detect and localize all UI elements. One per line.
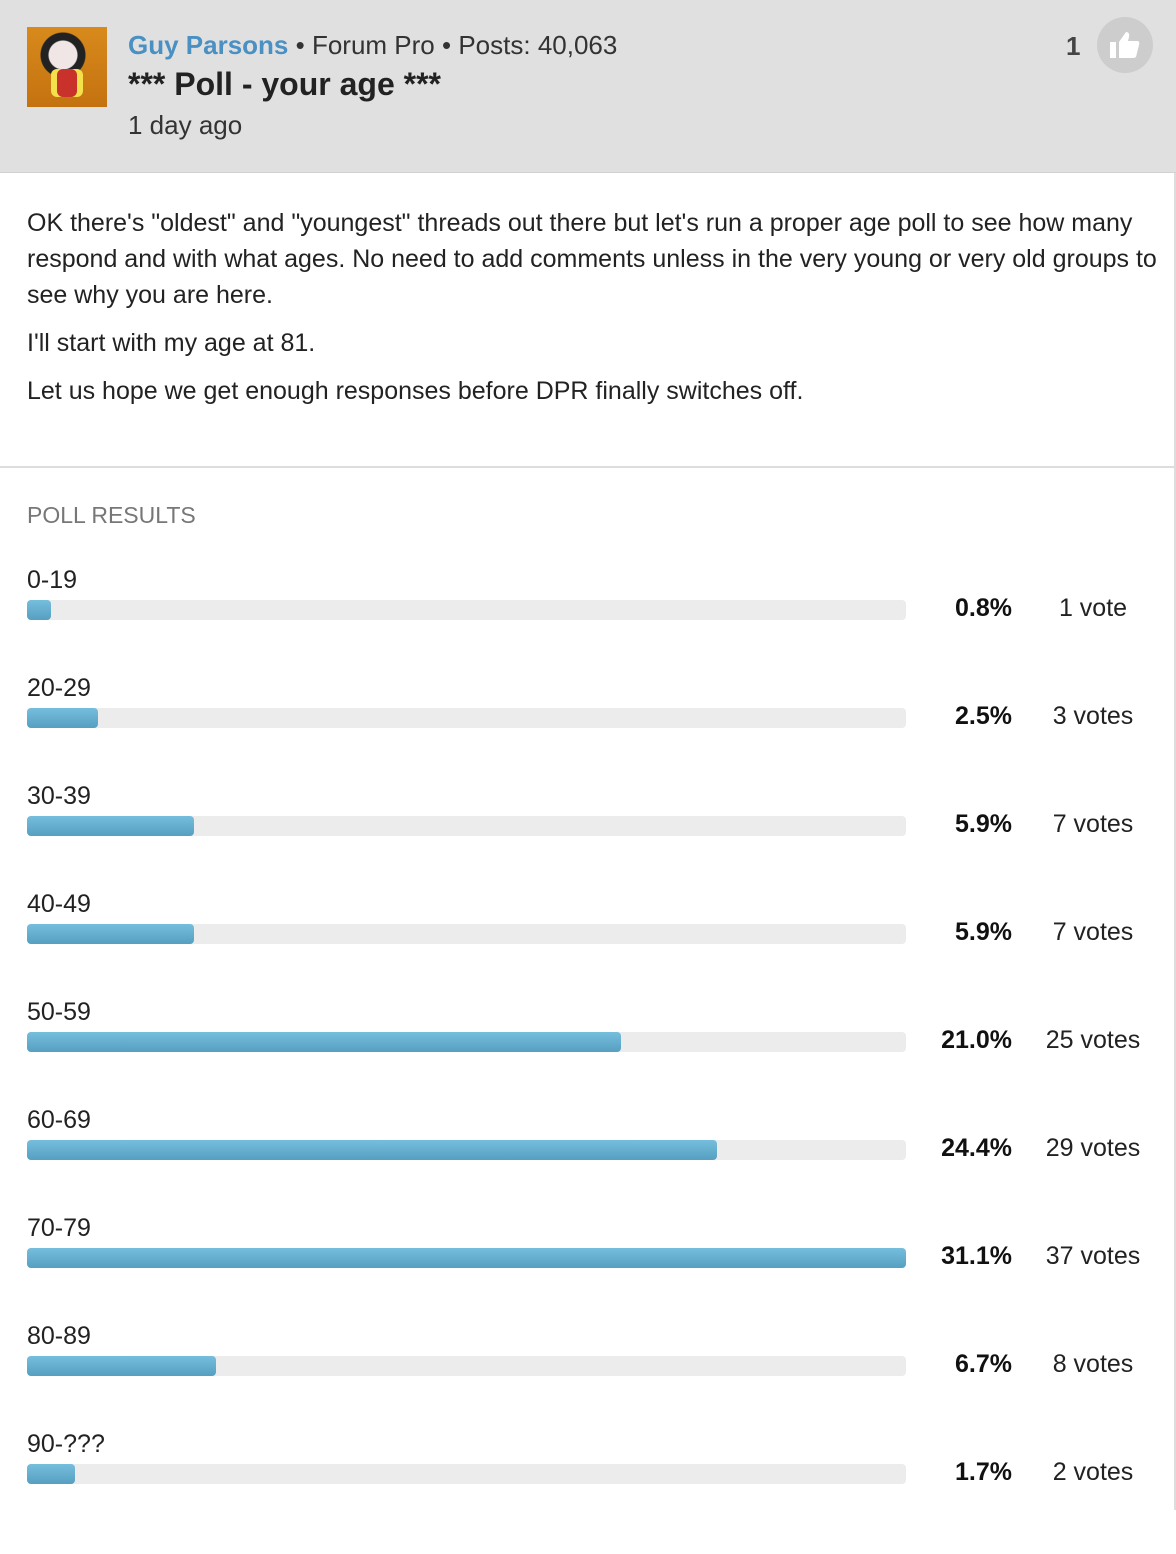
poll-title: POLL RESULTS	[27, 502, 196, 528]
poll-option: 80-89 6.7% 8 votes	[0, 1322, 1176, 1446]
option-votes: 3 votes	[1052, 702, 1134, 730]
divider	[0, 466, 1176, 468]
option-bar-fill	[27, 708, 98, 728]
poll-option: 90-??? 1.7% 2 votes	[0, 1430, 1176, 1554]
option-bar-track	[27, 1464, 906, 1484]
option-bar-track	[27, 708, 906, 728]
option-bar-fill	[27, 1032, 621, 1052]
poll-option: 40-49 5.9% 7 votes	[0, 890, 1176, 1014]
body-paragraph: OK there's "oldest" and "youngest" threa…	[27, 209, 1157, 309]
option-percent: 6.7%	[955, 1350, 1012, 1378]
option-label: 30-39	[27, 782, 91, 810]
option-percent: 24.4%	[941, 1134, 1012, 1162]
option-percent: 31.1%	[941, 1242, 1012, 1270]
option-label: 70-79	[27, 1214, 91, 1242]
option-bar-track	[27, 816, 906, 836]
option-percent: 2.5%	[955, 702, 1012, 730]
post-body: OK there's "oldest" and "youngest" threa…	[27, 205, 1157, 421]
post-time: 1 day ago	[128, 110, 243, 140]
separator: •	[442, 30, 459, 60]
option-bar-fill	[27, 1356, 217, 1376]
body-paragraph: Let us hope we get enough responses befo…	[27, 377, 804, 405]
poll-option: 60-69 24.4% 29 votes	[0, 1106, 1176, 1230]
option-bar-track	[27, 600, 906, 620]
poll-option: 30-39 5.9% 7 votes	[0, 782, 1176, 906]
post-header: Guy Parsons • Forum Pro • Posts: 40,063 …	[0, 0, 1176, 173]
poll-option: 70-79 31.1% 37 votes	[0, 1214, 1176, 1338]
option-label: 60-69	[27, 1106, 91, 1134]
option-bar-fill	[27, 1464, 76, 1484]
option-bar-track	[27, 1140, 906, 1160]
poll-option: 0-19 0.8% 1 vote	[0, 566, 1176, 690]
option-label: 90-???	[27, 1430, 105, 1458]
option-bar-track	[27, 1032, 906, 1052]
option-votes: 1 vote	[1058, 594, 1128, 622]
author-rank: Forum Pro	[311, 30, 435, 60]
post-count: Posts: 40,063	[458, 30, 618, 60]
post-title: *** Poll - your age ***	[128, 66, 441, 102]
option-percent: 0.8%	[955, 594, 1012, 622]
option-bar-fill	[27, 1140, 717, 1160]
option-bar-fill	[27, 816, 194, 836]
option-label: 50-59	[27, 998, 91, 1026]
option-percent: 5.9%	[955, 810, 1012, 838]
poll-option: 50-59 21.0% 25 votes	[0, 998, 1176, 1122]
option-bar-fill	[27, 924, 194, 944]
option-percent: 1.7%	[955, 1458, 1012, 1486]
like-button[interactable]	[1097, 17, 1153, 73]
author-link[interactable]: Guy Parsons	[128, 30, 289, 60]
poll-option: 20-29 2.5% 3 votes	[0, 674, 1176, 798]
option-label: 20-29	[27, 674, 91, 702]
option-votes: 7 votes	[1052, 918, 1134, 946]
option-label: 80-89	[27, 1322, 91, 1350]
avatar[interactable]	[27, 27, 107, 107]
thumbs-up-icon	[1110, 32, 1140, 58]
option-bar-fill	[27, 600, 51, 620]
option-label: 0-19	[27, 566, 78, 594]
option-label: 40-49	[27, 890, 91, 918]
option-bar-track	[27, 1356, 906, 1376]
option-votes: 25 votes	[1045, 1026, 1141, 1054]
option-percent: 21.0%	[941, 1026, 1012, 1054]
like-count: 1	[1066, 31, 1081, 61]
option-votes: 7 votes	[1052, 810, 1134, 838]
option-votes: 8 votes	[1052, 1350, 1134, 1378]
separator: •	[295, 30, 312, 60]
option-bar-fill	[27, 1248, 906, 1268]
option-votes: 2 votes	[1052, 1458, 1134, 1486]
option-votes: 29 votes	[1045, 1134, 1141, 1162]
body-paragraph: I'll start with my age at 81.	[27, 329, 316, 357]
option-bar-track	[27, 924, 906, 944]
option-percent: 5.9%	[955, 918, 1012, 946]
option-votes: 37 votes	[1045, 1242, 1141, 1270]
post-meta: Guy Parsons • Forum Pro • Posts: 40,063	[128, 30, 617, 61]
option-bar-track	[27, 1248, 906, 1268]
